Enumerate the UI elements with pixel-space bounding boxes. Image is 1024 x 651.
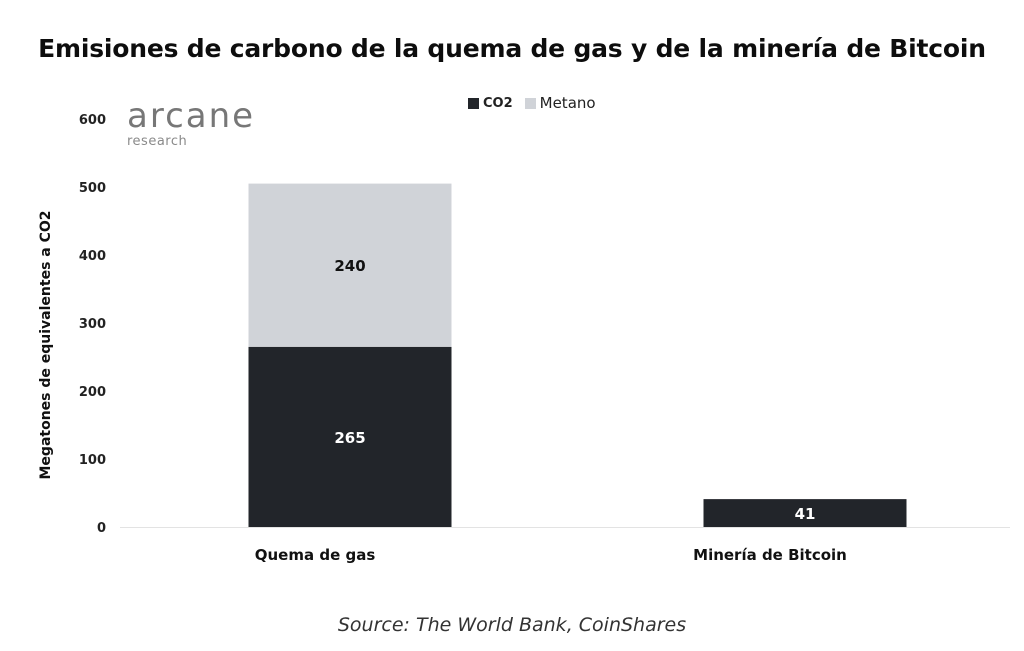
chart-title: Emisiones de carbono de la quema de gas … — [38, 34, 986, 63]
legend-item-metano: Metano — [524, 94, 596, 112]
x-category-label: Minería de Bitcoin — [693, 546, 847, 564]
legend-swatch-co2 — [468, 97, 479, 109]
data-label: 240 — [334, 257, 365, 275]
bar-metano-1 — [248, 183, 452, 347]
logo-name: arcane — [127, 96, 256, 136]
logo-subtitle: research — [127, 134, 188, 149]
x-category-label: Quema de gas — [255, 546, 376, 564]
y-tick-label: 0 — [97, 521, 106, 536]
bar-co2-2 — [703, 499, 907, 527]
source-prefix: Source — [337, 614, 404, 636]
y-tick-label: 500 — [79, 181, 106, 196]
legend-item-co2: CO2 — [468, 96, 513, 111]
legend-swatch-metano — [524, 97, 536, 109]
legend-label-metano: Metano — [539, 94, 596, 112]
data-label: 41 — [795, 505, 816, 523]
y-tick-label: 100 — [79, 453, 106, 468]
y-tick-label: 200 — [79, 385, 106, 400]
y-tick-label: 600 — [79, 113, 106, 128]
y-tick-label: 300 — [79, 317, 106, 332]
legend: CO2 Metano — [468, 94, 608, 112]
source-text: : The World Bank, CoinShares — [403, 614, 687, 636]
arcane-logo: arcane research — [127, 98, 255, 149]
source-note: Source: The World Bank, CoinShares — [0, 614, 1024, 636]
bar-co2-1 — [248, 346, 452, 527]
y-axis-label: Megatones de equivalentes a CO2 — [38, 210, 54, 479]
legend-label-co2: CO2 — [483, 95, 513, 111]
y-tick-label: 400 — [79, 249, 106, 264]
data-label: 265 — [334, 429, 365, 447]
